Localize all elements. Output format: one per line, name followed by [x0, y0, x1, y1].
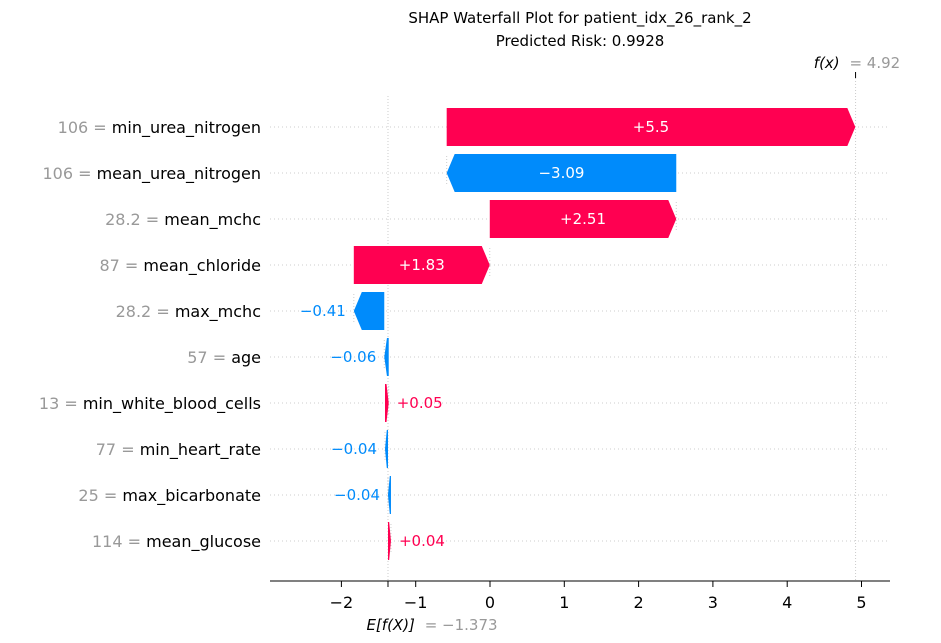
feature-name: mean_mchc — [164, 210, 261, 230]
bar-label: −0.04 — [334, 486, 380, 504]
feature-equals: = — [99, 486, 123, 505]
bar-label: +0.04 — [399, 532, 445, 550]
bar-mean-chloride — [353, 246, 490, 284]
bar-label: +5.5 — [633, 118, 669, 136]
bar-label: +1.83 — [399, 256, 445, 274]
feature-name: min_heart_rate — [140, 440, 261, 460]
feature-equals: = — [208, 348, 232, 367]
feature-name: min_urea_nitrogen — [112, 118, 261, 138]
x-tick-label: 2 — [634, 593, 644, 612]
bar-label: +2.51 — [560, 210, 606, 228]
chart-title: SHAP Waterfall Plot for patient_idx_26_r… — [408, 9, 751, 28]
feature-name: mean_urea_nitrogen — [97, 164, 261, 184]
base-value-label: E[f(X)] = −1.373 — [366, 616, 497, 634]
base-label-value: = −1.373 — [425, 616, 498, 634]
bar-label: −0.06 — [330, 348, 376, 366]
bar-mean-glucose — [387, 522, 391, 560]
feature-name: mean_chloride — [143, 256, 261, 276]
feature-value: 13 — [39, 394, 59, 413]
bar-mean-urea-nitrogen — [446, 154, 677, 192]
feature-name: age — [231, 348, 261, 367]
feature-label: 57 = age — [187, 348, 261, 367]
feature-label: 28.2 = max_mchc — [116, 302, 261, 322]
bar-min-white-blood-cells — [385, 384, 389, 422]
fx-label-math: f(x) — [814, 54, 840, 72]
base-label-math: E[f(X)] — [366, 616, 415, 634]
chart-subtitle: Predicted Risk: 0.9928 — [496, 32, 665, 50]
feature-label: 114 = mean_glucose — [92, 532, 261, 552]
feature-equals: = — [141, 210, 165, 229]
feature-value: 25 — [78, 486, 98, 505]
feature-name: max_mchc — [175, 302, 261, 322]
feature-label: 77 = min_heart_rate — [96, 440, 261, 460]
feature-value: 28.2 — [105, 210, 141, 229]
feature-label: 13 = min_white_blood_cells — [39, 394, 261, 414]
x-tick-label: −2 — [330, 593, 354, 612]
feature-value: 106 — [58, 118, 89, 137]
fx-label: f(x) = 4.92 — [814, 54, 900, 72]
x-tick-label: 1 — [559, 593, 569, 612]
bar-mean-mchc — [489, 200, 677, 238]
x-axis: −2 −1 0 1 2 3 4 5 — [270, 72, 890, 612]
x-tick-label: −1 — [404, 593, 428, 612]
feature-equals: = — [73, 164, 97, 183]
reference-lines — [353, 78, 857, 581]
bar-min-urea-nitrogen — [446, 108, 856, 146]
x-tick-label: 4 — [782, 593, 792, 612]
feature-equals: = — [88, 118, 112, 137]
bar-max-mchc — [353, 292, 385, 330]
x-tick-label: 3 — [708, 593, 718, 612]
feature-equals: = — [59, 394, 83, 413]
bar-label: −0.41 — [300, 302, 346, 320]
feature-label: 28.2 = mean_mchc — [105, 210, 261, 230]
feature-label: 106 = mean_urea_nitrogen — [42, 164, 261, 184]
feature-label: 25 = max_bicarbonate — [78, 486, 261, 506]
feature-name: mean_glucose — [146, 532, 261, 552]
feature-value: 87 — [99, 256, 119, 275]
bar-label: −3.09 — [538, 164, 584, 182]
x-tick-label: 0 — [485, 593, 495, 612]
feature-label: 106 = min_urea_nitrogen — [58, 118, 261, 138]
feature-value: 114 — [92, 532, 123, 551]
x-tick-label: 5 — [856, 593, 866, 612]
bars-group: +5.5 −3.09 +2.51 +1.83 −0.41 −0.06 +0.05 −0.04 −… — [300, 108, 856, 560]
feature-name: max_bicarbonate — [122, 486, 261, 506]
feature-value: 77 — [96, 440, 116, 459]
feature-equals: = — [120, 256, 144, 275]
bar-max-bicarbonate — [387, 476, 391, 514]
feature-equals: = — [116, 440, 140, 459]
feature-value: 106 — [42, 164, 73, 183]
fx-label-value: = 4.92 — [849, 54, 900, 72]
bar-label: +0.05 — [397, 394, 443, 412]
feature-name: min_white_blood_cells — [83, 394, 261, 414]
feature-label: 87 = mean_chloride — [99, 256, 261, 276]
bar-label: −0.04 — [331, 440, 377, 458]
feature-equals: = — [151, 302, 175, 321]
feature-value: 57 — [187, 348, 207, 367]
bar-min-heart-rate — [385, 430, 388, 468]
feature-equals: = — [123, 532, 147, 551]
feature-value: 28.2 — [116, 302, 152, 321]
bar-age — [384, 338, 389, 376]
